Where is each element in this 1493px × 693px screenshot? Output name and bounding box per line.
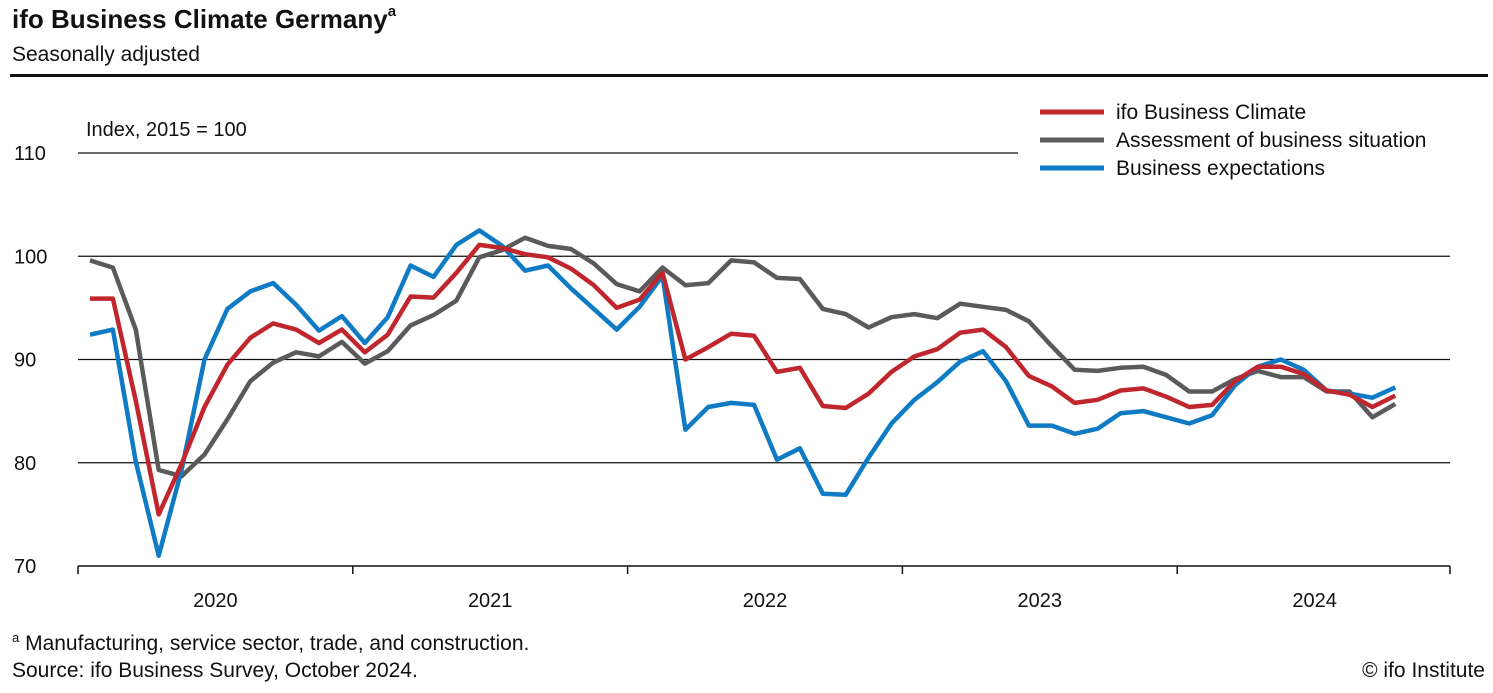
y-tick-label: 100 bbox=[14, 246, 47, 268]
series-lines bbox=[89, 228, 1397, 558]
source-note: Source: ifo Business Survey, October 202… bbox=[12, 659, 418, 682]
y-tick-label: 80 bbox=[14, 453, 36, 475]
x-tick-label: 2023 bbox=[1018, 590, 1063, 612]
copyright: © ifo Institute bbox=[1362, 659, 1485, 682]
y-tick-label: 70 bbox=[14, 556, 36, 578]
chart-title: ifo Business Climate Germanya bbox=[12, 3, 397, 34]
legend: ifo Business Climate Assessment of busine… bbox=[1040, 101, 1427, 180]
axes: 70 80 90 100 110 2020 2021 2022 2023 2024 bbox=[14, 143, 1451, 612]
series-line-assessment-of-business-situation bbox=[89, 235, 1397, 479]
x-tick-label: 2020 bbox=[193, 590, 238, 612]
line-chart: 70 80 90 100 110 2020 2021 2022 2023 2024 Index, … bbox=[14, 101, 1451, 612]
legend-label: Business expectations bbox=[1116, 157, 1325, 180]
series-line-ifo-business-climate bbox=[90, 242, 1397, 517]
title-footnote-marker: a bbox=[387, 3, 397, 21]
x-tick-label: 2022 bbox=[743, 590, 788, 612]
legend-label: ifo Business Climate bbox=[1116, 101, 1306, 124]
legend-label: Assessment of business situation bbox=[1116, 129, 1427, 152]
y-tick-label: 110 bbox=[14, 143, 46, 165]
footnote-marker: a bbox=[12, 630, 20, 645]
footnote: a Manufacturing, service sector, trade, … bbox=[12, 630, 530, 655]
y-tick-label: 90 bbox=[14, 350, 36, 372]
series-line-business-expectations bbox=[89, 228, 1397, 558]
y-axis-label: Index, 2015 = 100 bbox=[86, 119, 247, 141]
gridlines bbox=[78, 152, 1450, 464]
chart-subtitle: Seasonally adjusted bbox=[12, 43, 200, 66]
x-tick-label: 2024 bbox=[1292, 590, 1337, 612]
title-divider bbox=[10, 74, 1488, 77]
x-tick-label: 2021 bbox=[468, 590, 513, 612]
